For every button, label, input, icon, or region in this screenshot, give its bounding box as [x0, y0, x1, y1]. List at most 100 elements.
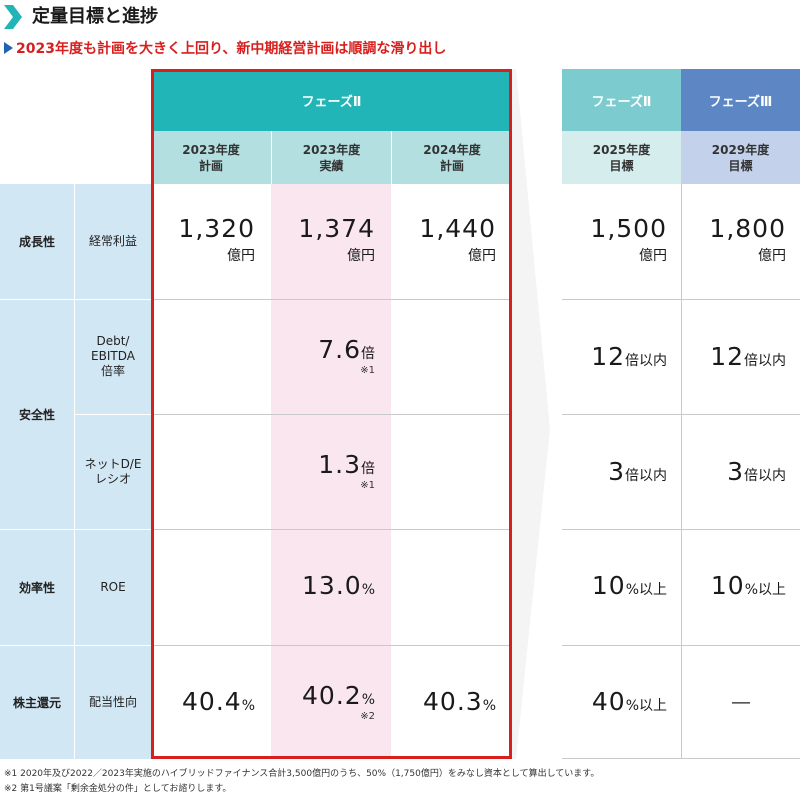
value-number: 3: [727, 457, 744, 486]
col-header-2023-plan: 2023年度 計画: [151, 131, 271, 184]
page-title: 定量目標と進捗: [32, 6, 158, 27]
footnote-marker: ※2: [360, 711, 375, 722]
progress-arrow-shape: [510, 69, 550, 759]
value-number: 1.3: [318, 450, 361, 479]
category-safety: 安全性: [0, 299, 74, 529]
cell-net-de-2025-target: 3倍以内: [562, 414, 681, 529]
value-unit: %以上: [625, 698, 667, 714]
phase3-label: フェーズⅢ: [708, 94, 773, 110]
cell-net-de-2029-target: 3倍以内: [681, 414, 800, 529]
value-number: 40.2: [302, 681, 362, 710]
category-growth: 成長性: [0, 184, 74, 299]
col-header-2023-plan-label: 2023年度 計画: [182, 142, 240, 173]
value-unit: 倍以内: [744, 468, 786, 484]
category-efficiency: 効率性: [0, 529, 74, 645]
cell-payout-2023-actual: 40.2% ※2: [271, 645, 391, 759]
cell-debt-ebitda-2029-target: 12倍以内: [681, 299, 800, 414]
value-number: 1,440: [419, 214, 496, 243]
metric-payout-label: 配当性向: [88, 694, 137, 709]
row-divider: [0, 645, 151, 646]
metric-roe-label: ROE: [100, 579, 126, 594]
cell-payout-2029-target: ―: [681, 645, 800, 759]
value-unit: 億円: [639, 248, 667, 264]
chevron-right-icon: [4, 5, 22, 29]
cell-payout-2024-plan: 40.3%: [391, 645, 512, 759]
value-unit: 億円: [468, 248, 496, 264]
category-efficiency-label: 効率性: [18, 580, 55, 595]
cell-roe-2029-target: 10%以上: [681, 529, 800, 645]
footnote-marker: ※1: [360, 480, 375, 491]
phase2-target-header: フェーズⅡ: [562, 69, 681, 131]
phase2-target-label: フェーズⅡ: [591, 94, 652, 110]
title-bar: 定量目標と進捗: [0, 0, 800, 36]
col-header-2025-target-label: 2025年度 目標: [592, 142, 651, 173]
column-divider: [681, 184, 682, 759]
value-unit: %以上: [744, 582, 786, 598]
metric-ordinary-profit-label: 経常利益: [88, 234, 137, 248]
cell-debt-ebitda-2025-target: 12倍以内: [562, 299, 681, 414]
row-divider: [75, 414, 151, 415]
category-safety-label: 安全性: [18, 407, 55, 422]
category-growth-label: 成長性: [18, 235, 55, 249]
value-number: 1,374: [298, 214, 375, 243]
value-number: 1,320: [178, 214, 255, 243]
value-dash: ―: [732, 691, 750, 713]
value-unit: %: [361, 692, 375, 708]
row-divider: [151, 645, 512, 646]
cell-payout-2023-plan: 40.4%: [151, 645, 271, 759]
row-divider: [151, 414, 512, 415]
footnote-2: ※2 第1号議案「剰余金処分の件」としてお諮りします。: [4, 784, 232, 794]
category-divider: [74, 184, 75, 759]
col-header-2024-plan-label: 2024年度 計画: [423, 142, 481, 173]
cell-profit-2025-target: 1,500 億円: [562, 184, 681, 299]
cell-profit-2023-plan: 1,320 億円: [151, 184, 271, 299]
phase3-header: フェーズⅢ: [681, 69, 800, 131]
col-header-2029-target: 2029年度 目標: [681, 131, 800, 184]
col-header-2025-target: 2025年度 目標: [562, 131, 681, 184]
footnote-marker: ※1: [360, 365, 375, 376]
phase2-label: フェーズⅡ: [301, 94, 362, 110]
value-number: 13.0: [302, 571, 362, 600]
row-divider: [151, 529, 512, 530]
cell-payout-2025-target: 40%以上: [562, 645, 681, 759]
row-divider: [151, 299, 512, 300]
phase2-header: フェーズⅡ: [151, 69, 512, 131]
value-number: 3: [608, 457, 625, 486]
cell-profit-2023-actual: 1,374 億円: [271, 184, 391, 299]
value-unit: %: [241, 698, 255, 714]
cell-net-de-2023-actual: 1.3倍 ※1: [271, 414, 391, 529]
value-unit: 倍: [361, 461, 375, 477]
page-subtitle: 2023年度も計画を大きく上回り、新中期経営計画は順調な滑り出し: [4, 36, 446, 62]
category-shareholder: 株主還元: [0, 645, 74, 759]
subtitle-text: 2023年度も計画を大きく上回り、新中期経営計画は順調な滑り出し: [16, 41, 447, 57]
value-unit: 倍: [361, 346, 375, 362]
metric-net-de: ネットD/E レシオ: [75, 414, 151, 529]
cell-profit-2024-plan: 1,440 億円: [391, 184, 512, 299]
category-column: [0, 184, 151, 759]
metric-debt-ebitda: Debt/ EBITDA 倍率: [75, 299, 151, 414]
actual-column-highlight: [271, 184, 391, 759]
footnote-1: ※1 2020年及び2022／2023年実施のハイブリッドファイナンス合計3,5…: [4, 769, 600, 779]
value-unit: %: [361, 582, 375, 598]
value-number: 40: [591, 687, 626, 716]
row-divider: [0, 299, 151, 300]
value-number: 7.6: [318, 335, 361, 364]
value-unit: 倍以内: [744, 353, 786, 369]
cell-roe-2025-target: 10%以上: [562, 529, 681, 645]
metric-payout: 配当性向: [75, 645, 151, 759]
col-header-2029-target-label: 2029年度 目標: [711, 142, 770, 173]
col-header-2023-actual: 2023年度 実績: [271, 131, 391, 184]
value-number: 12: [591, 342, 625, 371]
value-number: 1,800: [709, 214, 786, 243]
value-unit: 倍以内: [625, 468, 667, 484]
cell-debt-ebitda-2023-actual: 7.6倍 ※1: [271, 299, 391, 414]
metric-ordinary-profit: 経常利益: [75, 184, 151, 299]
metric-roe: ROE: [75, 529, 151, 645]
col-header-2024-plan: 2024年度 計画: [391, 131, 512, 184]
value-unit: 億円: [227, 248, 255, 264]
value-unit: 億円: [758, 248, 786, 264]
value-number: 12: [710, 342, 744, 371]
category-shareholder-label: 株主還元: [12, 695, 61, 710]
metric-net-de-label: ネットD/E レシオ: [84, 456, 142, 486]
value-number: 1,500: [590, 214, 667, 243]
